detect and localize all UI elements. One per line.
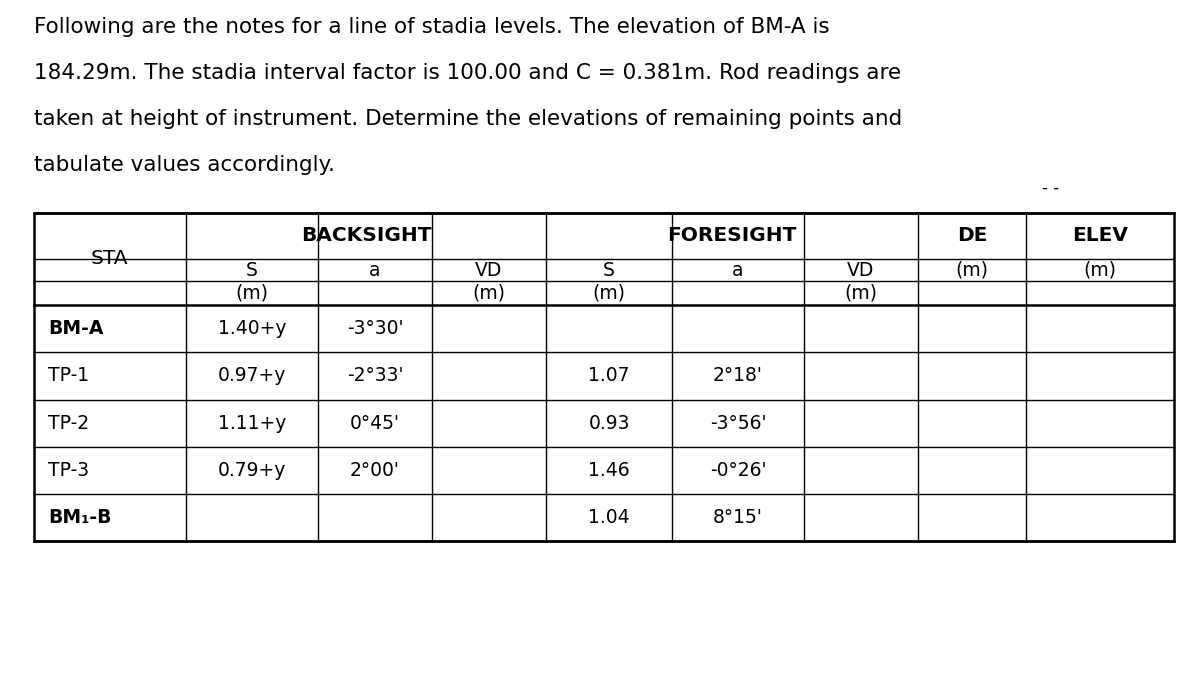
Text: VD: VD — [847, 261, 875, 279]
Text: Following are the notes for a line of stadia levels. The elevation of BM-A is: Following are the notes for a line of st… — [34, 17, 829, 37]
Text: (m): (m) — [845, 284, 877, 303]
Text: 1.04: 1.04 — [588, 508, 630, 527]
Text: DE: DE — [956, 226, 988, 245]
Text: 1.46: 1.46 — [588, 461, 630, 480]
Text: (m): (m) — [955, 261, 989, 279]
Text: (m): (m) — [235, 284, 269, 303]
Text: a: a — [370, 261, 380, 279]
Text: -3°30': -3°30' — [347, 319, 403, 338]
Text: taken at height of instrument. Determine the elevations of remaining points and: taken at height of instrument. Determine… — [34, 109, 902, 129]
Text: 184.29m. The stadia interval factor is 100.00 and C = 0.381m. Rod readings are: 184.29m. The stadia interval factor is 1… — [34, 63, 901, 83]
Text: 2°18': 2°18' — [713, 367, 763, 385]
Text: S: S — [604, 261, 614, 279]
Text: (m): (m) — [593, 284, 625, 303]
Text: -3°56': -3°56' — [709, 414, 767, 433]
Text: BACKSIGHT: BACKSIGHT — [301, 226, 431, 245]
Text: 0.97+y: 0.97+y — [218, 367, 286, 385]
Text: tabulate values accordingly.: tabulate values accordingly. — [34, 155, 335, 175]
Text: BM₁-B: BM₁-B — [48, 508, 112, 527]
Text: FORESIGHT: FORESIGHT — [667, 226, 797, 245]
Text: TP-1: TP-1 — [48, 367, 89, 385]
Text: 1.07: 1.07 — [588, 367, 630, 385]
Text: VD: VD — [475, 261, 503, 279]
Text: 0.93: 0.93 — [588, 414, 630, 433]
Text: 0°45': 0°45' — [350, 414, 400, 433]
Text: -2°33': -2°33' — [347, 367, 403, 385]
Text: - -: - - — [1042, 179, 1058, 196]
Text: BM-A: BM-A — [48, 319, 103, 338]
Text: 8°15': 8°15' — [713, 508, 763, 527]
Text: STA: STA — [91, 249, 128, 269]
Text: ELEV: ELEV — [1072, 226, 1128, 245]
Text: 2°00': 2°00' — [350, 461, 400, 480]
Text: (m): (m) — [473, 284, 505, 303]
Text: S: S — [246, 261, 258, 279]
Text: -0°26': -0°26' — [709, 461, 767, 480]
Text: (m): (m) — [1084, 261, 1116, 279]
Text: 1.40+y: 1.40+y — [217, 319, 287, 338]
Text: 1.11+y: 1.11+y — [218, 414, 286, 433]
Text: 0.79+y: 0.79+y — [218, 461, 286, 480]
Text: TP-2: TP-2 — [48, 414, 89, 433]
Text: a: a — [732, 261, 744, 279]
Text: TP-3: TP-3 — [48, 461, 89, 480]
